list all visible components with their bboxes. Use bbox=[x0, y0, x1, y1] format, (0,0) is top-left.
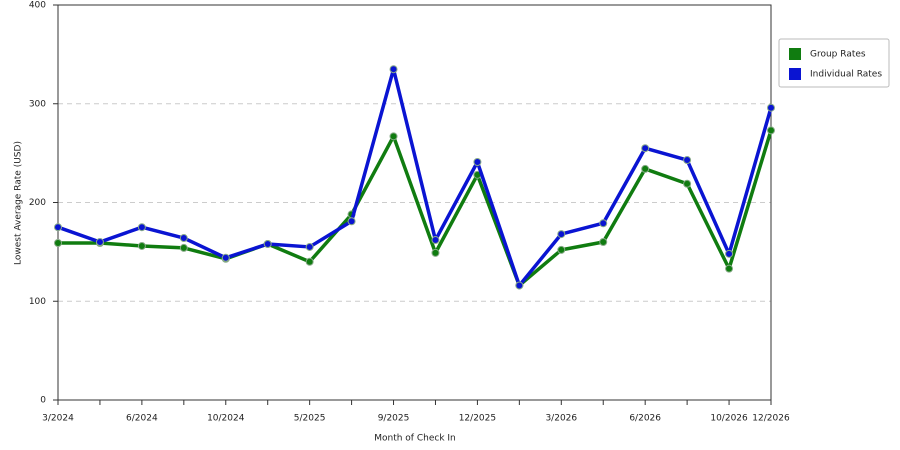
legend-label: Group Rates bbox=[810, 50, 866, 60]
x-tick-label: 3/2024 bbox=[42, 414, 74, 424]
plot-frame bbox=[57, 4, 772, 401]
x-axis-label: Month of Check In bbox=[374, 434, 456, 444]
y-axis-label: Lowest Average Rate (USD) bbox=[14, 141, 24, 265]
y-tick-label: 400 bbox=[29, 1, 46, 11]
legend-label: Individual Rates bbox=[810, 70, 882, 80]
point bbox=[305, 242, 314, 251]
point bbox=[263, 239, 272, 248]
y-tick-label: 300 bbox=[29, 99, 46, 109]
point bbox=[54, 238, 62, 247]
y-tick-label: 200 bbox=[29, 198, 46, 208]
point bbox=[137, 223, 146, 232]
point bbox=[683, 156, 692, 165]
point bbox=[431, 236, 440, 245]
legend-box bbox=[778, 38, 890, 88]
point bbox=[515, 281, 524, 290]
point bbox=[389, 65, 398, 74]
x-tick-label: 3/2026 bbox=[545, 414, 577, 424]
legend: Group Rates Individual Rates bbox=[778, 38, 890, 88]
point bbox=[683, 179, 692, 188]
point bbox=[389, 132, 398, 141]
point bbox=[347, 217, 356, 226]
x-tick-label: 12/2025 bbox=[459, 414, 496, 424]
point bbox=[431, 248, 440, 257]
point bbox=[473, 158, 482, 167]
x-tick-label: 12/2026 bbox=[752, 414, 790, 424]
point bbox=[641, 164, 650, 173]
point bbox=[557, 230, 566, 239]
x-tick-label: 5/2025 bbox=[294, 414, 326, 424]
x-tick-label: 10/2026 bbox=[710, 414, 748, 424]
legend-swatch bbox=[789, 48, 801, 60]
point bbox=[54, 223, 62, 232]
point bbox=[221, 253, 230, 262]
legend-swatch bbox=[789, 68, 801, 80]
series-line bbox=[58, 129, 773, 288]
series-line bbox=[57, 67, 773, 288]
x-tick-label: 9/2025 bbox=[378, 414, 410, 424]
point bbox=[767, 126, 775, 135]
x-tick-label: 6/2026 bbox=[629, 414, 661, 424]
point bbox=[137, 241, 146, 250]
point bbox=[767, 103, 775, 112]
point bbox=[305, 257, 314, 266]
point bbox=[599, 238, 608, 246]
point bbox=[599, 219, 608, 228]
x-tick-label: 10/2024 bbox=[207, 414, 245, 424]
y-tick-label: 0 bbox=[40, 396, 46, 406]
x-tick-label: 6/2024 bbox=[126, 414, 158, 424]
point bbox=[179, 243, 188, 252]
point bbox=[95, 238, 104, 246]
y-tick-label: 100 bbox=[29, 297, 46, 307]
point bbox=[725, 249, 734, 258]
point bbox=[641, 144, 650, 153]
point bbox=[179, 234, 188, 243]
point bbox=[725, 264, 734, 273]
point bbox=[557, 245, 566, 254]
